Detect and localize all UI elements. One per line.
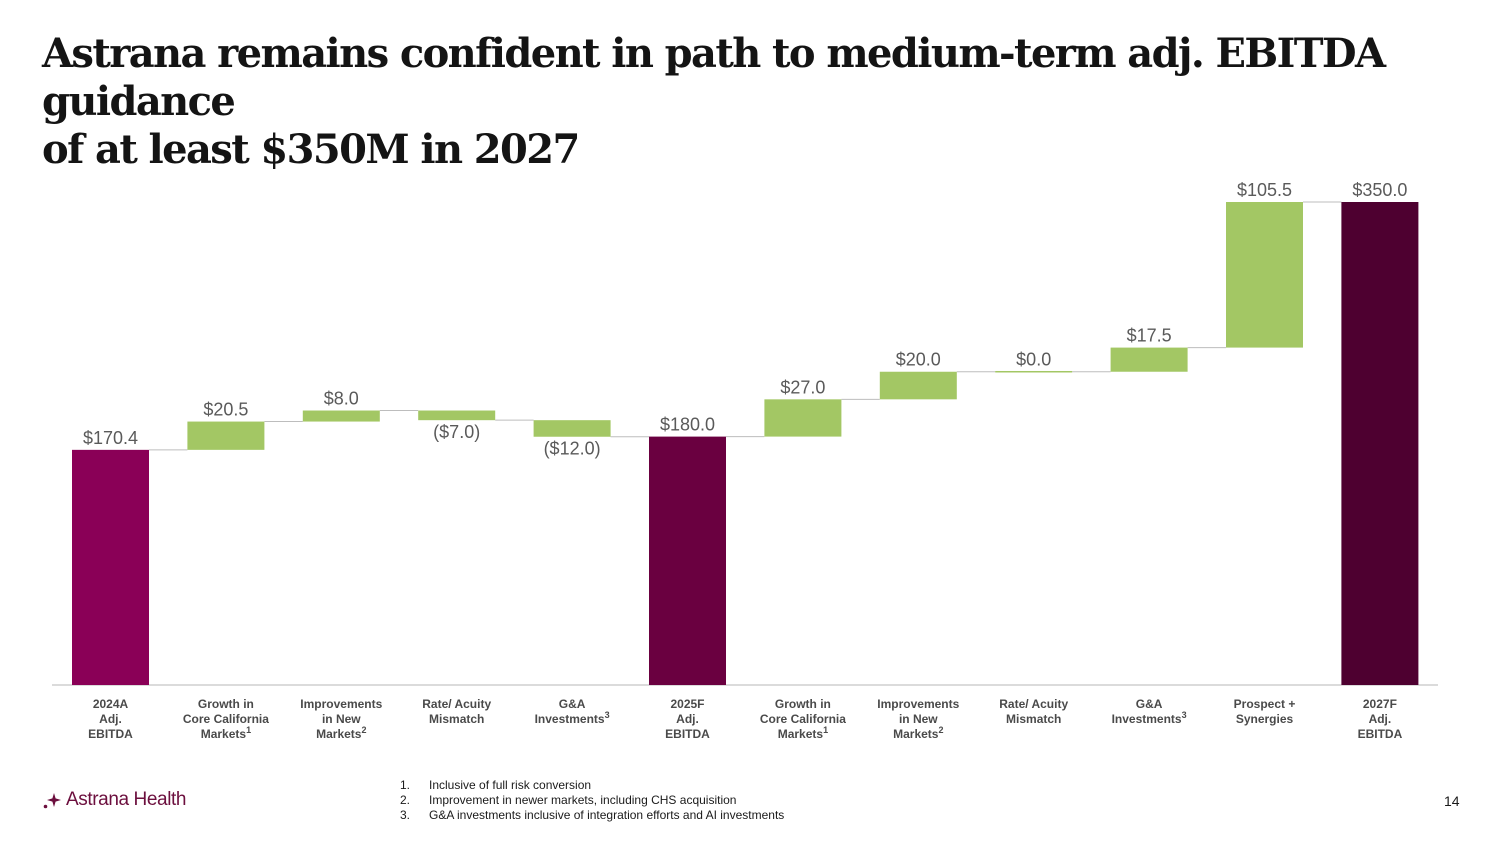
category-label: 2024A Adj. EBITDA [88,697,133,741]
category-label-line: Synergies [1236,712,1294,726]
bar [879,371,957,400]
category-label-line: Improvements [300,697,382,711]
footnote-item: 1. Inclusive of full risk conversion [400,778,784,793]
category-label: 2025F Adj. EBITDA [665,697,710,741]
category-label-line: Improvements [877,697,959,711]
data-label: $105.5 [1237,180,1292,200]
footnote-marker: 2 [938,725,943,735]
category-label-line: 2025F [670,697,704,711]
astrana-star-icon [43,793,61,809]
category-label-line: Growth in [198,697,254,711]
data-label: $20.0 [896,350,941,370]
company-logo: Astrana Health [42,789,186,811]
data-label: ($12.0) [544,439,601,459]
data-label: $20.5 [203,400,248,420]
data-label: $170.4 [83,428,138,448]
category-label-line: Mismatch [1006,712,1061,726]
bar [72,449,149,685]
footnote-marker: 2 [361,725,366,735]
footnotes: 1. Inclusive of full risk conversion 2. … [400,778,784,823]
category-label: G&A Investments3 [535,697,610,726]
category-label-line: EBITDA [1358,727,1403,741]
bar [418,410,496,421]
category-label-line: Investments3 [1112,710,1187,726]
bar [1110,347,1188,372]
slide-title-line-2: of at least $350M in 2027 [42,126,580,173]
category-label-line: Mismatch [429,712,484,726]
footnote-item: 2. Improvement in newer markets, includi… [400,793,784,808]
category-label: Rate/ Acuity Mismatch [422,697,491,726]
category-label: Growth in Core California Markets1 [183,697,269,741]
footnote-marker: 1 [823,725,828,735]
category-label: Prospect + Synergies [1234,697,1296,726]
bar [1226,202,1303,348]
data-label: $180.0 [660,415,715,435]
category-label-line: Adj. [99,712,122,726]
data-label: $27.0 [780,377,825,397]
logo-text: Astrana Health [66,789,187,810]
data-label: $17.5 [1127,326,1172,346]
footnote-text: Inclusive of full risk conversion [429,778,592,792]
bar [302,410,380,422]
category-label-line: Markets2 [893,725,943,741]
category-label: Rate/ Acuity Mismatch [999,697,1068,726]
footnote-item: 3. G&A investments inclusive of integrat… [400,808,784,823]
bar [187,421,265,450]
category-label-line: Markets1 [778,725,828,741]
category-label: 2027F Adj. EBITDA [1358,697,1403,741]
category-label-line: Adj. [1369,712,1392,726]
bar [1341,202,1419,685]
category-label-line: 2024A [93,697,129,711]
category-label: Improvements in New Markets2 [877,697,959,741]
footnote-number: 1. [400,778,411,792]
category-label-line: Investments3 [535,710,610,726]
category-label-line: Growth in [775,697,831,711]
data-label: $350.0 [1352,180,1407,200]
category-label-line: Markets2 [316,725,366,741]
category-label-line: in New [899,712,938,726]
bar [649,436,726,685]
category-label-line: Core California [760,712,846,726]
category-label-line: 2027F [1363,697,1397,711]
category-label-line: Adj. [676,712,699,726]
category-label-line: Rate/ Acuity [422,697,491,711]
footnote-number: 2. [400,793,411,807]
category-label-line: Rate/ Acuity [999,697,1068,711]
footnote-text: G&A investments inclusive of integration… [429,808,785,822]
category-label-line: Core California [183,712,269,726]
data-label: $0.0 [1016,350,1051,370]
bar [764,399,842,437]
footnote-text: Improvement in newer markets, including … [429,793,737,807]
footnote-number: 3. [400,808,411,822]
data-label: $8.0 [324,389,359,409]
footnote-marker: 1 [246,725,251,735]
category-label-line: EBITDA [88,727,133,741]
page-number: 14 [1444,793,1460,809]
category-label-line: G&A [559,697,586,711]
category-label: G&A Investments3 [1112,697,1187,726]
category-label-line: Prospect + [1234,697,1296,711]
bar [533,420,611,437]
category-label-line: in New [322,712,361,726]
data-label: ($7.0) [433,422,480,442]
category-label-line: EBITDA [665,727,710,741]
slide-title-line-1: Astrana remains confident in path to med… [42,30,1386,125]
footnote-marker: 3 [1182,710,1187,720]
category-label: Improvements in New Markets2 [300,697,382,741]
slide-title: Astrana remains confident in path to med… [42,30,1462,174]
footnote-marker: 3 [605,710,610,720]
bar [995,370,1073,373]
category-label: Growth in Core California Markets1 [760,697,846,741]
category-label-line: Markets1 [201,725,251,741]
category-label-line: G&A [1136,697,1163,711]
